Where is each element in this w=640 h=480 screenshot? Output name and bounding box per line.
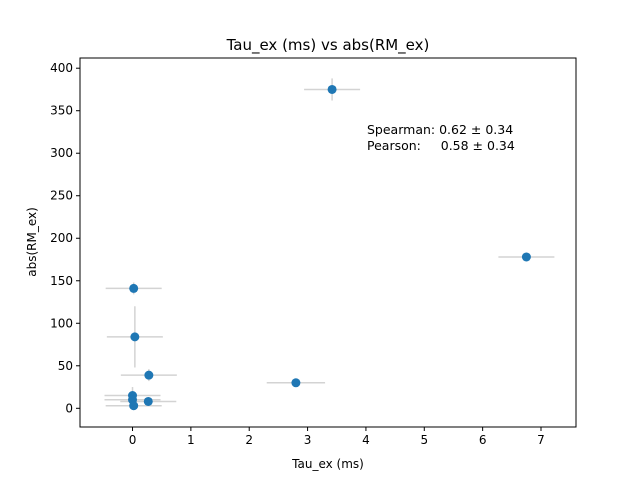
plot-area-frame [79, 57, 577, 428]
data-point [327, 84, 337, 94]
pearson-annotation: Pearson: 0.58 ± 0.34 [367, 138, 515, 153]
y-tick-label: 250 [50, 189, 73, 203]
y-tick-label: 100 [50, 316, 73, 330]
x-tick-label: 6 [479, 433, 487, 447]
data-point [129, 283, 139, 293]
data-point [129, 401, 139, 411]
x-tick-label: 5 [420, 433, 428, 447]
y-tick-label: 0 [65, 401, 73, 415]
x-tick-label: 7 [537, 433, 545, 447]
x-tick-label: 0 [129, 433, 137, 447]
x-tick-label: 1 [187, 433, 195, 447]
data-point [143, 396, 153, 406]
y-tick-label: 200 [50, 231, 73, 245]
spearman-annotation: Spearman: 0.62 ± 0.34 [367, 122, 513, 137]
chart-title: Tau_ex (ms) vs abs(RM_ex) [226, 36, 430, 55]
data-point [291, 378, 301, 388]
data-point [521, 252, 531, 262]
x-axis-label: Tau_ex (ms) [291, 457, 364, 471]
y-tick-label: 350 [50, 104, 73, 118]
y-axis-ticks: 0 50 100 150 200 250 300 350 400 [50, 61, 80, 415]
y-tick-label: 150 [50, 274, 73, 288]
x-tick-label: 4 [362, 433, 370, 447]
y-tick-label: 50 [58, 359, 73, 373]
y-tick-label: 300 [50, 146, 73, 160]
x-tick-label: 2 [245, 433, 253, 447]
y-tick-label: 400 [50, 61, 73, 75]
data-point [130, 332, 140, 342]
y-axis-label: abs(RM_ex) [25, 207, 39, 277]
data-points [128, 84, 531, 411]
x-axis-ticks: 0 1 2 3 4 5 6 7 [129, 427, 545, 447]
x-tick-label: 3 [304, 433, 312, 447]
data-point [144, 370, 154, 380]
